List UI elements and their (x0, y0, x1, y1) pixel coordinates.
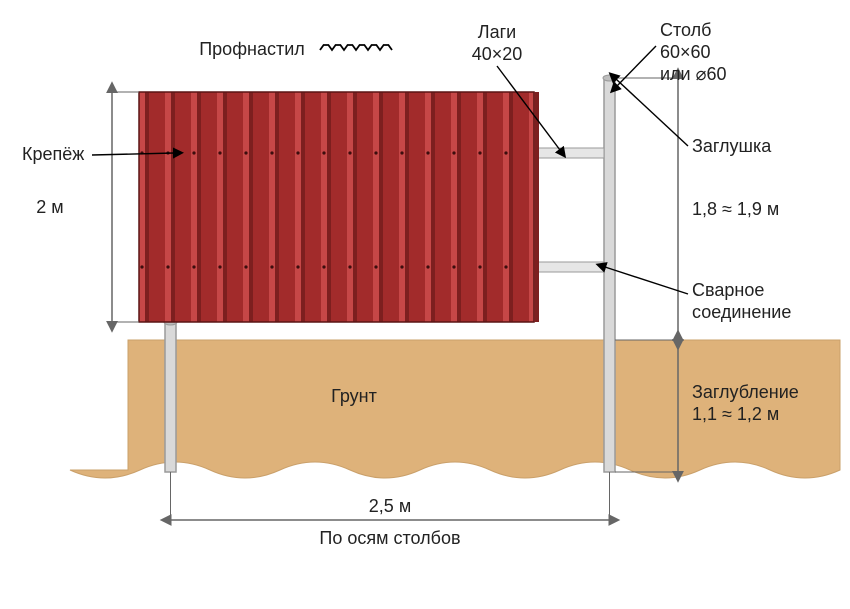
fastener-dot (452, 265, 455, 268)
fastener-dot (478, 151, 481, 154)
fastener-dot (192, 265, 195, 268)
leader-line (605, 267, 688, 294)
post-right (604, 78, 615, 472)
fastener-dot (426, 151, 429, 154)
fastener-dot (218, 265, 221, 268)
dim-above-ground: 1,8 ≈ 1,9 м (692, 199, 779, 219)
lag (534, 148, 604, 158)
fastener-dot (504, 265, 507, 268)
label-krepezh: Крепёж (22, 144, 84, 164)
post-left (165, 322, 176, 472)
fastener-dot (192, 151, 195, 154)
profnastil-sheet (139, 92, 539, 322)
fastener-dot (348, 151, 351, 154)
fastener-dot (478, 265, 481, 268)
label-lagi-size: 40×20 (472, 44, 523, 64)
label-svarnoe-l2: соединение (692, 302, 791, 322)
label-lagi-title: Лаги (478, 22, 516, 42)
fastener-dot (244, 265, 247, 268)
fastener-dot (296, 265, 299, 268)
label-stolb-alt: или ⌀60 (660, 64, 726, 84)
fastener-dot (270, 151, 273, 154)
profnastil-symbol (320, 45, 392, 50)
label-zaglushka: Заглушка (692, 136, 772, 156)
fastener-dot (140, 265, 143, 268)
fastener-dot (400, 265, 403, 268)
dim-depth-l1: Заглубление (692, 382, 799, 402)
fastener-dot (166, 265, 169, 268)
fastener-dot (504, 151, 507, 154)
label-stolb-title: Столб (660, 20, 711, 40)
leader-line (616, 79, 688, 146)
fastener-dot (452, 151, 455, 154)
dim-span: 2,5 м (369, 496, 411, 516)
fastener-dot (322, 265, 325, 268)
post-right-cap (603, 75, 616, 81)
fastener-dot (400, 151, 403, 154)
dim-depth-l2: 1,1 ≈ 1,2 м (692, 404, 779, 424)
dim-span-caption: По осям столбов (319, 528, 460, 548)
dim-height: 2 м (36, 197, 63, 217)
fastener-dot (322, 151, 325, 154)
fastener-dot (374, 151, 377, 154)
leader-line (617, 46, 656, 86)
label-svarnoe-l1: Сварное (692, 280, 764, 300)
fastener-dot (426, 265, 429, 268)
lag (534, 262, 604, 272)
fastener-dot (270, 265, 273, 268)
label-grunt: Грунт (331, 386, 377, 406)
fastener-dot (296, 151, 299, 154)
fastener-dot (348, 265, 351, 268)
label-stolb-size: 60×60 (660, 42, 711, 62)
fastener-dot (244, 151, 247, 154)
label-profnastil: Профнастил (199, 39, 305, 59)
fastener-dot (218, 151, 221, 154)
fastener-dot (374, 265, 377, 268)
